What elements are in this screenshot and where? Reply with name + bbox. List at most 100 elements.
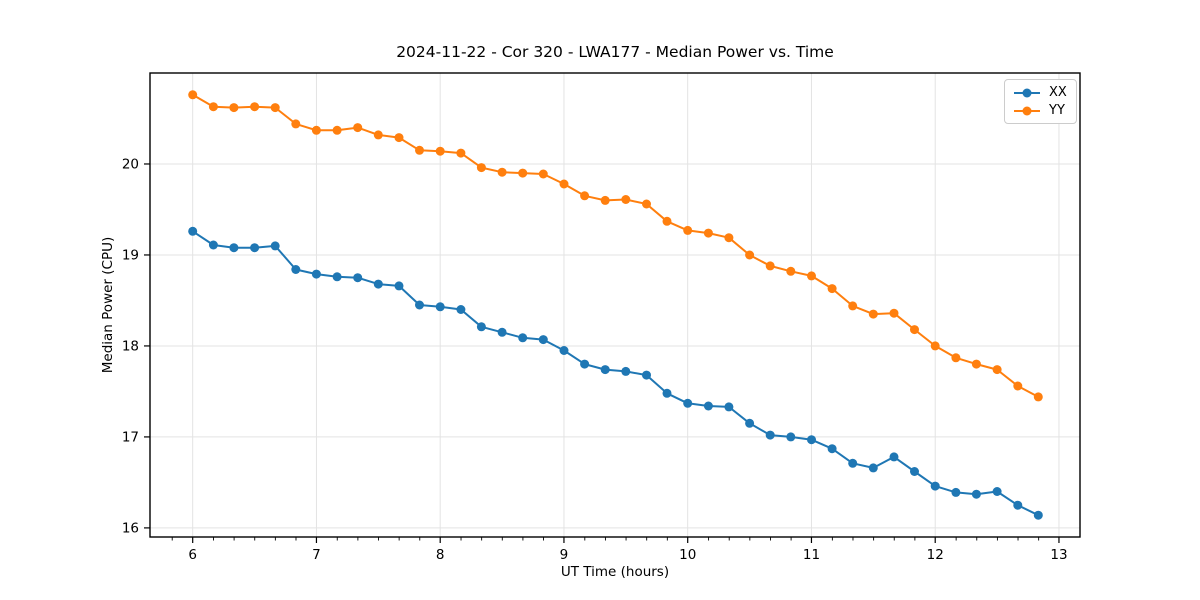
data-point-YY (600, 195, 610, 205)
data-point-XX (456, 305, 466, 314)
data-point-YY (291, 119, 301, 129)
y-tick-label: 20 (122, 156, 139, 172)
data-point-YY (250, 102, 260, 112)
data-point-YY (270, 103, 280, 113)
x-axis-label: UT Time (hours) (560, 564, 670, 580)
data-point-XX (188, 226, 198, 236)
data-point-XX (229, 243, 239, 253)
data-point-XX (250, 243, 260, 253)
data-point-XX (889, 452, 899, 462)
data-point-YY (889, 308, 899, 318)
data-point-XX (827, 444, 837, 454)
data-point-XX (600, 365, 610, 375)
y-tick-label: 18 (122, 338, 139, 354)
x-tick-label: 9 (560, 547, 569, 563)
data-point-YY (703, 228, 713, 238)
data-point-XX (745, 418, 755, 428)
data-point-YY (332, 125, 342, 135)
data-point-XX (518, 333, 528, 343)
y-tick-label: 19 (122, 247, 139, 263)
data-point-XX (559, 346, 569, 355)
data-point-YY (951, 353, 961, 363)
x-tick-label: 12 (927, 547, 944, 563)
data-point-YY (353, 123, 363, 133)
x-tick-label: 11 (803, 547, 820, 563)
data-point-XX (332, 272, 342, 282)
data-point-XX (270, 241, 280, 251)
data-point-XX (621, 366, 631, 376)
data-point-YY (497, 167, 507, 177)
data-point-YY (786, 266, 796, 276)
series-line-YY (192, 93, 1039, 398)
data-point-XX (910, 467, 919, 476)
data-point-YY (848, 301, 858, 311)
data-point-XX (662, 388, 672, 398)
data-point-YY (807, 271, 816, 281)
data-point-YY (683, 225, 693, 235)
data-point-XX (580, 359, 590, 369)
legend-marker-YY (1014, 106, 1040, 115)
data-point-YY (476, 163, 486, 173)
data-point-XX (311, 269, 321, 279)
data-point-XX (353, 273, 363, 283)
data-point-YY (1013, 381, 1023, 391)
x-tick-label: 13 (1050, 547, 1067, 563)
legend-label-XX: XX (1049, 85, 1067, 100)
data-point-YY (208, 102, 218, 112)
data-point-XX (951, 487, 961, 497)
data-point-YY (765, 261, 775, 271)
data-point-YY (1033, 392, 1043, 402)
chart-title: 2024-11-22 - Cor 320 - LWA177 - Median P… (396, 43, 834, 61)
data-point-YY (435, 146, 445, 156)
y-tick-label: 16 (122, 520, 139, 536)
legend: XX YY (1004, 79, 1077, 124)
data-point-XX (683, 398, 693, 408)
data-point-YY (971, 359, 981, 369)
data-point-YY (662, 216, 672, 226)
y-tick-label: 17 (122, 429, 139, 445)
legend-marker-XX (1014, 88, 1040, 97)
data-point-XX (992, 487, 1002, 496)
data-point-XX (868, 463, 878, 473)
data-point-YY (518, 168, 528, 178)
data-point-YY (580, 191, 590, 201)
data-point-XX (848, 458, 858, 468)
x-tick-label: 6 (188, 547, 197, 563)
data-point-YY (992, 365, 1002, 375)
data-point-XX (1013, 500, 1023, 510)
legend-label-YY: YY (1049, 103, 1065, 118)
legend-entry-YY: YY (1012, 103, 1067, 118)
data-point-XX (415, 300, 424, 310)
x-tick-label: 7 (312, 547, 321, 563)
data-point-YY (538, 169, 548, 179)
data-point-YY (724, 233, 734, 243)
data-point-YY (188, 90, 198, 100)
data-point-XX (642, 370, 651, 380)
data-point-XX (497, 327, 507, 337)
data-point-YY (827, 284, 837, 294)
data-point-YY (456, 148, 466, 158)
data-point-XX (208, 240, 218, 250)
data-point-XX (476, 322, 486, 332)
data-point-XX (724, 402, 734, 412)
data-point-XX (703, 401, 713, 411)
data-point-YY (868, 309, 878, 319)
data-point-XX (930, 481, 940, 491)
data-point-XX (786, 432, 796, 442)
data-point-XX (765, 430, 775, 440)
legend-entry-XX: XX (1012, 85, 1067, 100)
data-point-XX (435, 302, 445, 312)
data-point-XX (971, 489, 981, 499)
data-point-YY (745, 250, 755, 260)
data-point-YY (415, 145, 424, 155)
data-point-YY (559, 179, 569, 189)
x-tick-label: 10 (679, 547, 696, 563)
data-point-YY (910, 325, 919, 335)
data-point-YY (311, 125, 321, 135)
data-point-XX (373, 279, 383, 289)
data-point-YY (642, 199, 651, 209)
data-point-YY (373, 130, 383, 140)
data-point-XX (291, 265, 301, 274)
